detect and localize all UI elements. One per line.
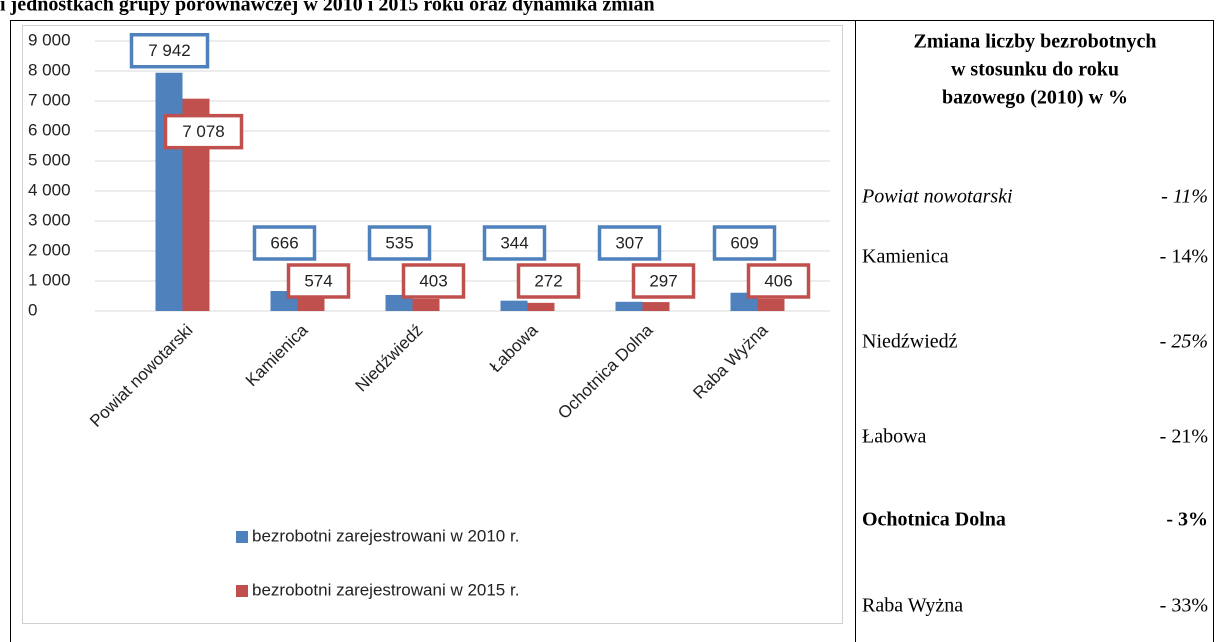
x-tick-label: Raba Wyżna: [689, 320, 772, 403]
table-header: Zmiana liczby bezrobotnych: [914, 31, 1157, 53]
y-tick-label: 4 000: [28, 180, 71, 199]
bar: [527, 302, 555, 311]
data-label-box: [163, 113, 244, 150]
data-label: 403: [419, 271, 447, 290]
y-tick-label: 5 000: [28, 150, 71, 169]
row-name: Powiat nowotarski: [861, 186, 1013, 208]
bar: [500, 300, 528, 311]
row-name: Ochotnica Dolna: [862, 509, 1006, 531]
y-tick-label: 2 000: [28, 240, 71, 259]
legend-swatch: [236, 585, 248, 597]
y-tick-label: 6 000: [28, 120, 71, 139]
data-label: 406: [764, 271, 792, 290]
table-header: bazowego (2010) w %: [942, 87, 1128, 109]
data-label: 272: [534, 271, 562, 290]
data-label: 7 942: [148, 41, 191, 60]
data-label-box: [401, 263, 466, 299]
x-tick-label: Ochotnica Dolna: [554, 320, 657, 423]
legend-label: bezrobotni zarejestrowani w 2015 r.: [252, 580, 519, 599]
data-label-box: [712, 225, 777, 261]
data-label: 609: [730, 233, 758, 252]
chart-title: i jednostkach grupy porównawczej w 2010 …: [0, 0, 655, 16]
data-label: 7 078: [182, 122, 225, 141]
data-label: 297: [649, 271, 677, 290]
data-label: 307: [615, 233, 643, 252]
data-label: 535: [385, 233, 413, 252]
row-name: Kamienica: [862, 246, 949, 268]
data-label-box: [367, 225, 432, 261]
x-tick-label: Powiat nowotarski: [86, 321, 196, 431]
data-label-box: [482, 225, 547, 261]
data-label-box: [252, 225, 317, 261]
row-name: Łabowa: [862, 426, 927, 448]
y-tick-label: 7 000: [28, 90, 71, 109]
y-tick-label: 3 000: [28, 210, 71, 229]
row-change: - 14%: [1160, 246, 1208, 268]
bar: [412, 298, 440, 311]
row-change: - 25%: [1160, 331, 1208, 353]
y-tick-label: 0: [28, 300, 37, 319]
data-label: 344: [500, 233, 528, 252]
data-label: 574: [304, 271, 332, 290]
row-change: - 11%: [1161, 186, 1208, 208]
x-tick-label: Niedźwiedź: [352, 321, 427, 396]
y-tick-label: 8 000: [28, 60, 71, 79]
row-change: - 33%: [1160, 595, 1208, 617]
data-label-box: [597, 225, 662, 261]
row-name: Niedźwiedź: [862, 331, 958, 353]
legend-label: bezrobotni zarejestrowani w 2010 r.: [252, 526, 519, 545]
data-label-box: [631, 263, 696, 299]
data-label-box: [286, 263, 351, 299]
bar: [385, 294, 413, 311]
bar: [615, 301, 643, 311]
bar: [155, 72, 183, 312]
data-label: 666: [270, 233, 298, 252]
row-change: - 21%: [1160, 426, 1208, 448]
bar: [757, 298, 785, 311]
y-tick-label: 1 000: [28, 270, 71, 289]
data-label-box: [746, 263, 811, 299]
bar: [642, 302, 670, 311]
chart-frame: [22, 25, 843, 624]
row-name: Raba Wyżna: [862, 595, 963, 617]
data-label-box: [516, 263, 581, 299]
x-tick-label: Łabowa: [486, 320, 542, 376]
data-label-box: [129, 32, 210, 69]
y-tick-label: 9 000: [28, 30, 71, 49]
x-tick-label: Kamienica: [242, 320, 312, 390]
legend-swatch: [236, 531, 248, 543]
table-header: w stosunku do roku: [951, 59, 1119, 81]
row-change: - 3%: [1166, 509, 1208, 531]
